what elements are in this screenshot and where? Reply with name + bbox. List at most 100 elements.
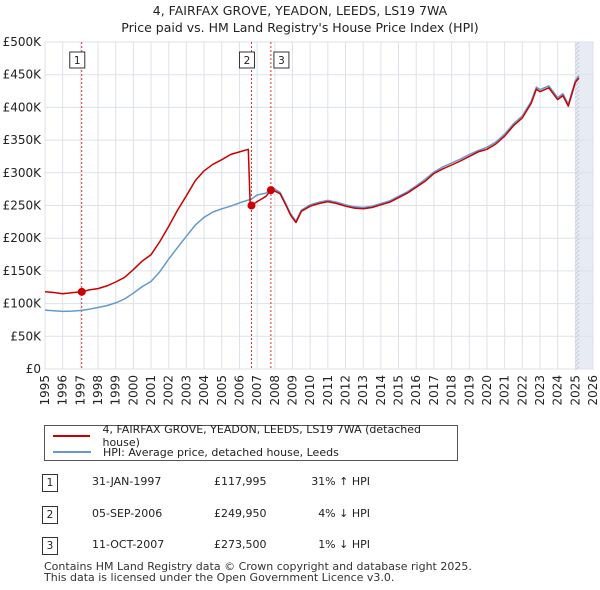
- forecast-hatch: [575, 305, 580, 311]
- x-tick-label: 2002: [162, 375, 176, 406]
- forecast-hatch: [575, 349, 580, 355]
- forecast-hatch: [575, 61, 580, 67]
- forecast-hatch: [575, 137, 580, 143]
- forecast-hatch: [575, 161, 580, 167]
- forecast-hatch: [575, 337, 580, 343]
- x-tick-label: 2014: [374, 375, 388, 406]
- forecast-hatch: [575, 145, 580, 151]
- property-price-line: [44, 77, 580, 295]
- price-chart: 1 2 3 £0 £50K £100K £150K £200K £250K £300K £350K…: [3, 35, 600, 406]
- forecast-hatch: [575, 225, 580, 231]
- forecast-hatch: [575, 281, 580, 287]
- forecast-hatch: [575, 149, 580, 155]
- x-tick-label: 1999: [109, 375, 123, 406]
- forecast-hatch: [575, 121, 580, 127]
- forecast-hatch: [575, 105, 580, 111]
- y-tick-label: £0: [26, 362, 41, 376]
- sales-row: 3 11-OCT-2007 £273,500 1% ↓ HPI: [40, 537, 440, 555]
- forecast-hatch: [575, 73, 580, 79]
- forecast-hatch: [575, 81, 580, 87]
- forecast-hatch: [575, 269, 580, 275]
- forecast-hatch: [575, 309, 580, 315]
- forecast-hatch: [575, 129, 580, 135]
- forecast-hatch: [575, 189, 580, 195]
- sale-label-box: [238, 51, 255, 69]
- x-tick-label: 2015: [392, 375, 406, 406]
- sale-date: 05-SEP-2006: [92, 507, 163, 520]
- sale-label-boxes: 1 2 3: [69, 51, 290, 69]
- forecast-hatch: [575, 289, 580, 295]
- forecast-hatch: [575, 325, 580, 331]
- forecast-hatch: [575, 97, 580, 103]
- x-tick-label: 2022: [515, 375, 529, 406]
- legend-label-hpi: HPI: Average price, detached house, Leed…: [103, 445, 339, 459]
- sale-label-box: [273, 51, 290, 69]
- forecast-hatch: [575, 109, 580, 115]
- x-tick-label: 2006: [232, 375, 246, 406]
- forecast-hatch: [575, 185, 580, 191]
- forecast-hatch: [575, 193, 580, 199]
- sale-point: [266, 186, 275, 195]
- y-tick-label: £150K: [3, 264, 43, 278]
- forecast-hatch: [575, 277, 580, 283]
- sale-price: £249,950: [214, 507, 267, 520]
- forecast-hatch: [575, 197, 580, 203]
- forecast-hatch: [575, 329, 580, 335]
- x-axis-ticks: 1995 1996 1997 1998 1999 2000 2001 2002 2003 2004…: [38, 375, 600, 406]
- forecast-hatch: [575, 317, 580, 323]
- forecast-hatch: [575, 65, 580, 71]
- forecast-hatch: [575, 117, 580, 123]
- title-line-1: 4, FAIRFAX GROVE, YEADON, LEEDS, LS19 7W…: [152, 3, 448, 18]
- y-tick-label: £500K: [3, 35, 43, 49]
- sale-markers: [77, 186, 275, 296]
- forecast-hatch: [575, 245, 580, 251]
- x-tick-label: 2005: [215, 375, 229, 406]
- x-tick-label: 2000: [126, 375, 140, 406]
- x-tick-label: 2025: [568, 375, 582, 406]
- sales-row: 1 31-JAN-1997 £117,995 31% ↑ HPI: [40, 474, 440, 492]
- hpi-line: [44, 75, 580, 313]
- forecast-hatch: [575, 85, 580, 91]
- y-tick-label: £450K: [3, 68, 43, 82]
- title-line-2: Price paid vs. HM Land Registry's House …: [121, 20, 479, 35]
- forecast-hatch: [575, 141, 580, 147]
- forecast-hatch: [575, 301, 580, 307]
- forecast-hatch: [575, 93, 580, 99]
- forecast-hatch: [575, 57, 580, 63]
- sale-label-box: [69, 51, 86, 69]
- x-tick-label: 2024: [551, 375, 565, 406]
- sale-number: 2: [42, 506, 58, 524]
- legend-label-property: 4, FAIRFAX GROVE, YEADON, LEEDS, LS19 7W…: [102, 423, 421, 449]
- forecast-hatch: [575, 297, 580, 303]
- y-tick-label: £300K: [3, 166, 43, 180]
- sale-hpi-diff: 4% ↓ HPI: [318, 507, 370, 520]
- y-tick-label: £50K: [10, 329, 42, 343]
- x-tick-label: 1995: [38, 375, 52, 406]
- forecast-hatch: [575, 113, 580, 119]
- forecast-hatch: [575, 53, 580, 59]
- forecast-hatch: [575, 101, 580, 107]
- x-tick-label: 2019: [462, 375, 476, 406]
- sale-label-number: 3: [278, 55, 285, 67]
- forecast-hatch: [575, 361, 580, 367]
- y-tick-label: £350K: [3, 133, 43, 147]
- x-tick-label: 2021: [498, 375, 512, 406]
- forecast-hatch: [575, 45, 580, 51]
- sale-price: £117,995: [214, 475, 267, 488]
- sale-price: £273,500: [214, 538, 267, 551]
- sale-date: 11-OCT-2007: [92, 538, 165, 551]
- forecast-hatch: [575, 257, 580, 263]
- forecast-hatch: [575, 357, 580, 363]
- forecast-hatch: [575, 41, 580, 47]
- forecast-hatch: [575, 125, 580, 131]
- x-tick-label: 2020: [480, 375, 494, 406]
- forecast-hatch: [575, 181, 580, 187]
- x-tick-label: 2003: [179, 375, 193, 406]
- forecast-hatch: [575, 221, 580, 227]
- x-tick-label: 2017: [427, 375, 441, 406]
- forecast-hatch: [575, 169, 580, 175]
- forecast-hatch: [575, 157, 580, 163]
- y-tick-label: £200K: [3, 231, 43, 245]
- y-tick-label: £400K: [3, 100, 43, 114]
- sale-date: 31-JAN-1997: [92, 475, 162, 488]
